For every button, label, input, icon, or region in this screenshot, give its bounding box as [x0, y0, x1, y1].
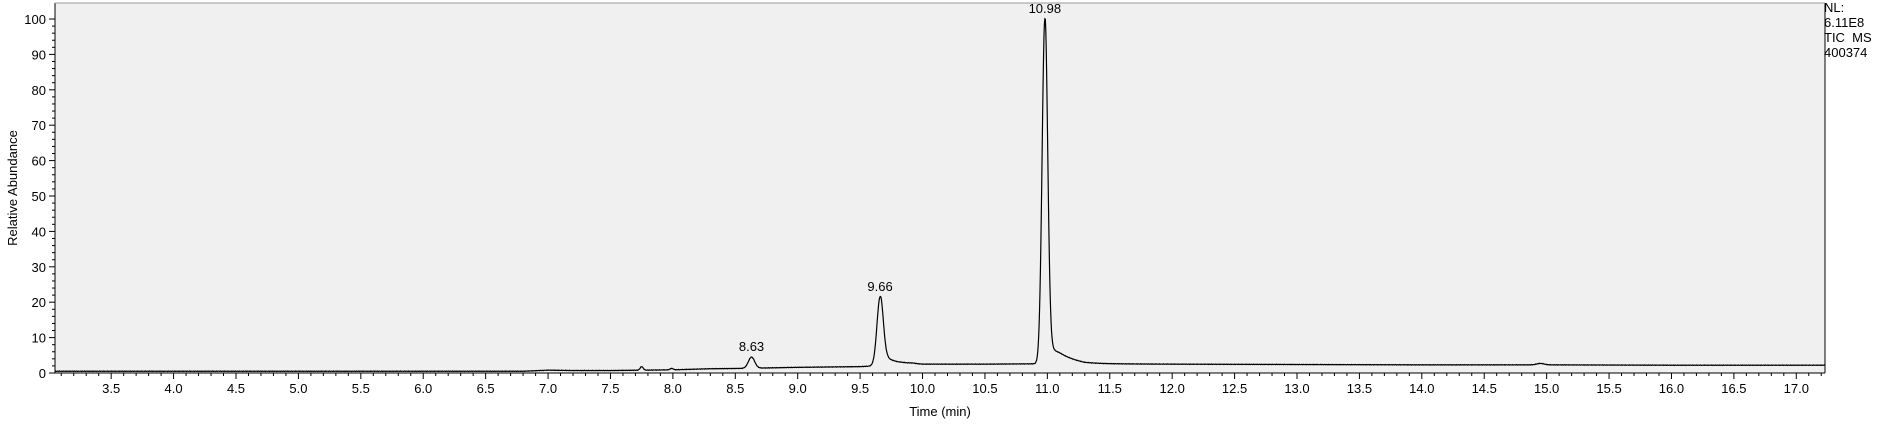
- y-tick-label: 80: [32, 83, 46, 98]
- trace-type: TIC MS: [1824, 30, 1872, 45]
- plot-area: [55, 3, 1825, 373]
- x-tick-label: 9.5: [851, 381, 869, 396]
- y-tick-label: 10: [32, 331, 46, 346]
- scan-info: NL: 6.11E8 TIC MS 400374: [1824, 0, 1872, 60]
- x-tick-label: 5.0: [289, 381, 307, 396]
- x-tick-label: 3.5: [102, 381, 120, 396]
- x-tick-label: 10.5: [972, 381, 997, 396]
- x-tick-label: 12.5: [1222, 381, 1247, 396]
- x-tick-label: 14.5: [1472, 381, 1497, 396]
- x-tick-label: 7.0: [539, 381, 557, 396]
- y-tick-label: 20: [32, 295, 46, 310]
- x-tick-label: 12.0: [1160, 381, 1185, 396]
- x-tick-label: 17.0: [1784, 381, 1809, 396]
- y-tick-label: 40: [32, 224, 46, 239]
- tic-trace-line: [54, 17, 1826, 373]
- y-tick-label: 90: [32, 47, 46, 62]
- y-axis-title: Relative Abundance: [5, 130, 20, 246]
- peak-label: 10.98: [1029, 1, 1062, 16]
- peak-label: 8.63: [739, 339, 764, 354]
- x-tick-label: 6.5: [477, 381, 495, 396]
- x-tick-label: 4.0: [165, 381, 183, 396]
- y-tick-label: 60: [32, 154, 46, 169]
- x-tick-label: 7.5: [601, 381, 619, 396]
- x-tick-label: 16.0: [1659, 381, 1684, 396]
- sample-id: 400374: [1824, 45, 1868, 60]
- x-tick-label: 13.5: [1347, 381, 1372, 396]
- nl-label: NL:: [1824, 0, 1845, 15]
- x-tick-label: 13.0: [1284, 381, 1309, 396]
- x-tick-label: 11.5: [1098, 381, 1122, 396]
- y-tick-label: 70: [32, 118, 46, 133]
- x-tick-label: 9.0: [789, 381, 807, 396]
- x-tick-label: 15.0: [1534, 381, 1559, 396]
- x-tick-label: 14.0: [1409, 381, 1434, 396]
- x-tick-label: 8.5: [726, 381, 744, 396]
- y-tick-label: 50: [32, 189, 46, 204]
- x-tick-label: 6.0: [414, 381, 432, 396]
- x-tick-label: 10.0: [910, 381, 935, 396]
- x-axis-title: Time (min): [909, 404, 971, 419]
- x-tick-label: 15.5: [1596, 381, 1621, 396]
- y-tick-label: 100: [24, 12, 46, 27]
- x-tick-label: 16.5: [1721, 381, 1746, 396]
- x-tick-label: 11.0: [1035, 381, 1059, 396]
- y-tick-label: 30: [32, 260, 46, 275]
- nl-value: 6.11E8: [1824, 15, 1865, 30]
- x-tick-label: 4.5: [227, 381, 245, 396]
- x-tick-label: 5.5: [352, 381, 370, 396]
- peak-label: 9.66: [867, 279, 892, 294]
- x-tick-label: 8.0: [664, 381, 682, 396]
- y-tick-label: 0: [39, 366, 46, 381]
